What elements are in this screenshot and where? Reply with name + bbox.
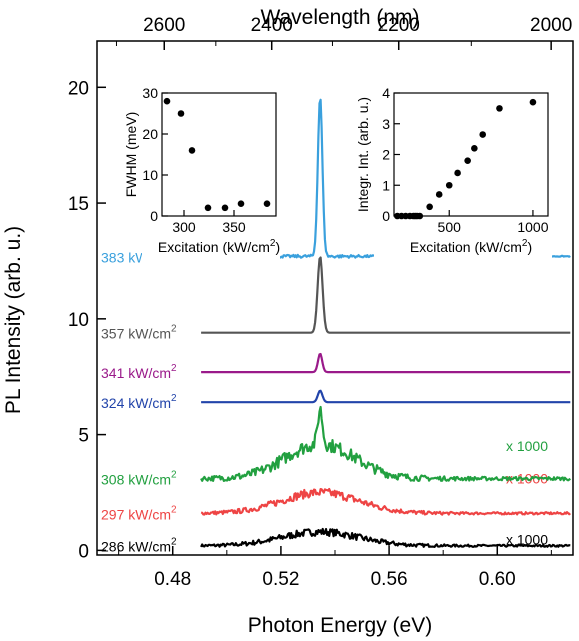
- y-tick-label: 0: [78, 541, 89, 562]
- inset-y-tick-label: 2: [382, 147, 390, 163]
- inset-data-point: [177, 110, 185, 117]
- multiplier-label: x 1000: [506, 532, 548, 548]
- trace-line: [201, 389, 571, 404]
- inset-y-tick-label: 0: [150, 208, 158, 224]
- y-tick-label: 10: [68, 310, 89, 331]
- inset-data-point: [454, 169, 461, 177]
- inset-data-point: [471, 145, 478, 152]
- x-tick-label: 0.52: [262, 569, 299, 590]
- inset-y-tick-label: 3: [382, 116, 390, 132]
- trace-label: 341 kW/cm2: [101, 363, 177, 381]
- trace-label: 286 kW/cm2: [101, 537, 177, 555]
- top-tick-label: 2000: [530, 15, 572, 36]
- inset-y-tick-label: 1: [382, 177, 390, 193]
- inset-y-tick-label: 0: [382, 208, 390, 224]
- inset-x-tick-label: 350: [222, 219, 246, 235]
- trace-line: [201, 256, 571, 334]
- inset-data-point: [416, 212, 424, 220]
- y-tick-label: 5: [78, 426, 89, 447]
- inset-y-tick-label: 4: [382, 85, 390, 101]
- top-tick-label: 2600: [143, 15, 185, 36]
- trace-line: [200, 405, 571, 482]
- trace-label: 324 kW/cm2: [101, 393, 177, 411]
- inset-data-point: [221, 204, 229, 212]
- inset-x-tick-label: 500: [438, 219, 462, 235]
- trace-label: 308 kW/cm2: [101, 470, 177, 488]
- top-tick-label: 2200: [378, 15, 420, 36]
- multiplier-label: x 1000: [506, 438, 548, 454]
- inset-x-axis-title: Excitation (kW/cm2): [158, 238, 280, 255]
- trace-line: [200, 487, 571, 516]
- trace-line: [201, 352, 571, 374]
- inset-y-tick-label: 30: [142, 85, 158, 101]
- inset-data-point: [163, 97, 171, 105]
- trace-label: 357 kW/cm2: [101, 324, 177, 342]
- inset-data-point: [237, 200, 245, 207]
- inset-integrated-intensity: 500 1000 0 1 2 3 4 Excitation (kW/cm2) Integr. I…: [355, 83, 552, 266]
- inset-data-point: [496, 105, 503, 112]
- inset-data-point: [204, 204, 212, 212]
- x-tick-label: 0.60: [479, 569, 516, 590]
- inset-x-tick-label: 1000: [517, 219, 548, 235]
- trace-label: 297 kW/cm2: [101, 504, 177, 522]
- top-axis-title: Wavelength (nm): [260, 6, 419, 29]
- inset-y-tick-label: 10: [142, 167, 158, 183]
- inset-data-point: [188, 147, 196, 154]
- x-axis-title: Photon Energy (eV): [248, 614, 432, 637]
- inset-y-axis-title: FWHM (meV): [123, 112, 139, 198]
- y-tick-label: 15: [68, 194, 89, 215]
- y-tick-label: 20: [68, 78, 89, 99]
- inset-data-point: [426, 203, 433, 211]
- inset-x-axis-title: Excitation (kW/cm2): [410, 238, 532, 255]
- top-tick-label: 2400: [251, 15, 293, 36]
- inset-data-point: [263, 200, 271, 207]
- trace-line: [200, 527, 571, 549]
- inset-data-point: [464, 157, 471, 164]
- inset-data-point: [435, 191, 443, 198]
- inset-data-point: [445, 181, 453, 189]
- inset-background: [374, 83, 552, 266]
- x-tick-label: 0.56: [371, 569, 408, 590]
- inset-data-point: [529, 98, 537, 106]
- x-tick-label: 0.48: [154, 569, 191, 590]
- inset-fwhm: 300 350 0 10 20 30 Excitation (kW/cm2) FWHM (me…: [123, 83, 280, 266]
- inset-y-tick-label: 20: [142, 126, 158, 142]
- inset-frame: [161, 92, 277, 217]
- inset-y-axis-title: Integr. Int. (arb. u.): [355, 97, 371, 212]
- y-axis-title: PL Intensity (arb. u.): [2, 226, 25, 414]
- traces-layer: 286 kW/cm2 x 1000 297 kW/cm2 x 1000 308 kW/c…: [101, 98, 571, 555]
- inset-x-tick-label: 300: [172, 219, 196, 235]
- inset-data-point: [479, 131, 487, 138]
